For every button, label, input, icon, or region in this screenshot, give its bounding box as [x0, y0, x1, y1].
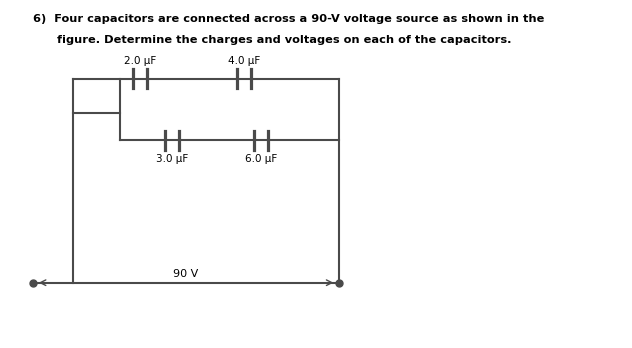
Text: 2.0 μF: 2.0 μF: [124, 56, 156, 66]
Text: figure. Determine the charges and voltages on each of the capacitors.: figure. Determine the charges and voltag…: [33, 35, 511, 45]
Text: 6.0 μF: 6.0 μF: [245, 154, 277, 164]
Text: 90 V: 90 V: [174, 269, 198, 279]
Text: 6)  Four capacitors are connected across a 90-V voltage source as shown in the: 6) Four capacitors are connected across …: [33, 14, 544, 24]
Text: 3.0 μF: 3.0 μF: [155, 154, 188, 164]
Text: 4.0 μF: 4.0 μF: [228, 56, 260, 66]
